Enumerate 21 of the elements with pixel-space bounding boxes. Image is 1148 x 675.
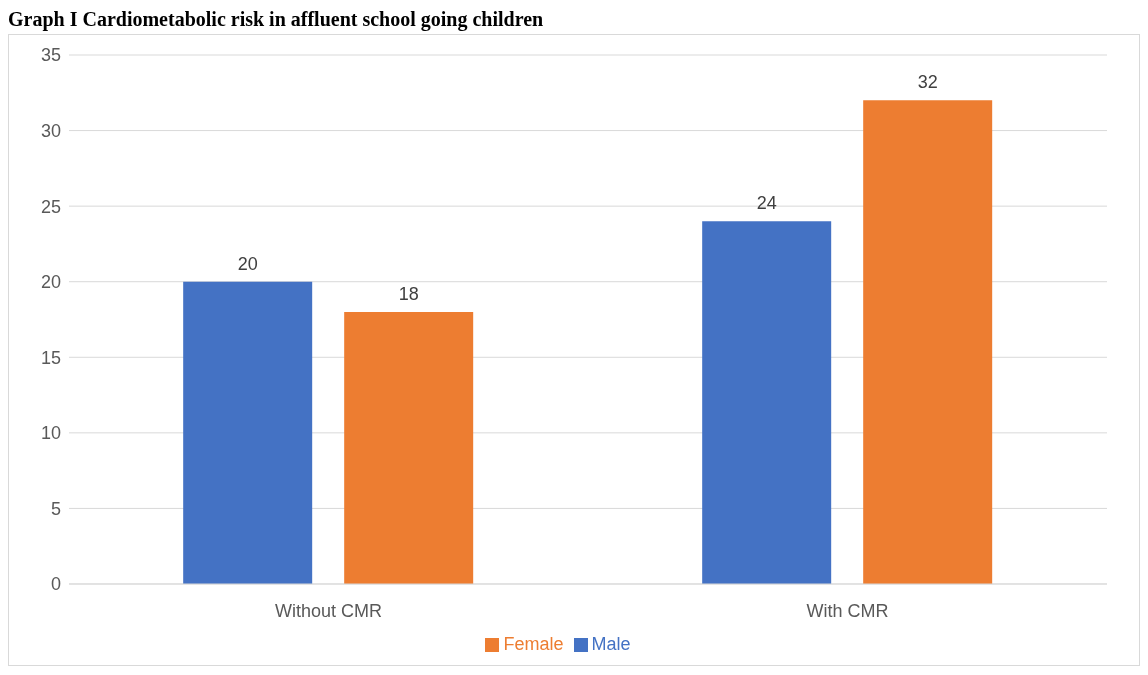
y-tick-label: 0 [50,574,61,595]
x-tick-label: Without CMR [274,600,383,621]
data-label: 32 [917,72,938,93]
y-tick-label: 35 [40,45,61,66]
y-tick-label: 20 [40,272,61,293]
chart-title: Graph I Cardiometabolic risk in affluent school going children [8,8,545,33]
legend-label: Female [503,634,564,654]
y-tick-label: 30 [40,120,61,141]
bar [183,281,313,584]
bar [344,311,474,584]
data-label: 18 [398,283,419,304]
x-tick-label: With CMR [806,600,889,621]
bar [863,100,993,584]
legend-label: Male [591,634,631,654]
data-label: 20 [237,253,258,274]
y-tick-label: 5 [50,498,61,519]
bar [702,221,832,584]
y-tick-label: 25 [40,196,61,217]
y-tick-label: 15 [40,347,61,368]
data-label: 24 [756,193,777,214]
y-tick-label: 10 [40,423,61,444]
